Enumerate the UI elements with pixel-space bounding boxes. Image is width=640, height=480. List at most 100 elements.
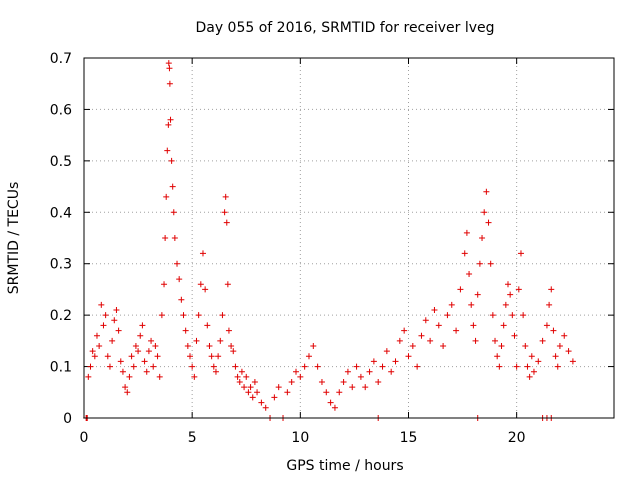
data-point xyxy=(217,337,224,344)
data-point xyxy=(401,327,408,334)
data-points xyxy=(83,60,576,421)
data-point xyxy=(414,363,421,370)
y-tick-label: 0.6 xyxy=(50,102,72,118)
y-tick-label: 0.3 xyxy=(50,257,72,273)
data-point xyxy=(165,60,172,67)
data-point xyxy=(494,353,501,360)
y-axis-label: SRMTID / TECUs xyxy=(6,182,22,295)
data-point xyxy=(124,389,131,396)
data-point xyxy=(366,368,373,375)
data-point xyxy=(507,291,514,298)
data-point xyxy=(102,312,109,319)
data-point xyxy=(171,235,178,241)
data-point xyxy=(189,363,196,370)
data-point xyxy=(505,281,511,288)
data-point xyxy=(440,343,447,349)
data-point xyxy=(457,286,464,293)
data-point xyxy=(111,317,118,324)
data-point xyxy=(383,348,390,355)
data-point xyxy=(556,343,563,349)
x-tick-label: 15 xyxy=(400,430,418,446)
data-point xyxy=(223,219,230,226)
data-point xyxy=(528,353,535,360)
data-point xyxy=(498,343,505,349)
data-point xyxy=(520,312,527,319)
data-point xyxy=(100,322,107,329)
data-point xyxy=(247,384,254,391)
data-point xyxy=(502,301,509,308)
data-point xyxy=(85,373,92,380)
data-point xyxy=(254,389,261,396)
data-point xyxy=(165,121,172,128)
data-point xyxy=(461,250,468,257)
data-point xyxy=(130,363,137,370)
data-point xyxy=(318,379,325,385)
data-point xyxy=(500,322,507,329)
data-point xyxy=(122,384,129,391)
data-point xyxy=(509,312,516,319)
data-point xyxy=(224,281,231,288)
data-point xyxy=(340,379,347,385)
data-point xyxy=(156,373,163,380)
data-point xyxy=(344,368,351,375)
data-point xyxy=(128,353,135,360)
data-point xyxy=(554,363,561,370)
data-point xyxy=(230,348,237,355)
data-point xyxy=(301,363,308,370)
y-tick-label: 0.4 xyxy=(50,205,72,221)
data-point xyxy=(481,209,488,216)
data-point xyxy=(161,281,168,288)
data-point xyxy=(193,337,200,344)
data-point xyxy=(526,373,533,380)
x-tick-label: 20 xyxy=(508,430,526,446)
data-point xyxy=(474,291,481,298)
data-point xyxy=(258,399,265,406)
data-point xyxy=(546,301,553,308)
data-point xyxy=(195,312,202,319)
data-point xyxy=(104,353,111,360)
data-point xyxy=(221,209,228,216)
data-point xyxy=(166,80,173,87)
data-point xyxy=(405,353,412,360)
data-point xyxy=(293,368,299,375)
data-point xyxy=(448,301,455,308)
data-point xyxy=(215,353,222,360)
data-point xyxy=(184,343,191,349)
data-point xyxy=(219,312,226,319)
data-point xyxy=(251,379,258,385)
data-point xyxy=(314,363,321,370)
x-tick-label: 10 xyxy=(291,430,309,446)
data-point xyxy=(370,358,377,365)
data-point xyxy=(336,389,343,396)
data-point xyxy=(535,358,542,365)
data-point xyxy=(470,322,477,329)
data-point xyxy=(323,389,330,396)
data-point xyxy=(388,368,395,375)
data-point xyxy=(174,260,181,267)
data-point xyxy=(353,363,360,370)
data-point xyxy=(93,332,100,339)
x-tick-label: 5 xyxy=(188,430,197,446)
data-point xyxy=(249,394,256,401)
plot-frame xyxy=(83,57,615,419)
data-point xyxy=(232,363,239,370)
data-point xyxy=(166,65,173,72)
data-point xyxy=(517,250,524,257)
data-point xyxy=(199,250,206,257)
data-point xyxy=(435,322,442,329)
data-point xyxy=(262,404,269,411)
data-point xyxy=(357,373,364,380)
data-point xyxy=(362,384,369,391)
y-tick-labels: 0 0.1 0.2 0.3 0.4 0.5 0.6 0.7 xyxy=(50,51,72,427)
data-point xyxy=(479,235,486,241)
data-point xyxy=(148,337,155,344)
data-point xyxy=(468,301,475,308)
data-point xyxy=(119,368,126,375)
y-tick-label: 0 xyxy=(63,411,72,427)
data-point xyxy=(310,343,317,349)
data-point xyxy=(349,384,356,391)
data-point xyxy=(392,358,399,365)
data-point xyxy=(524,363,531,370)
data-point xyxy=(126,373,133,380)
